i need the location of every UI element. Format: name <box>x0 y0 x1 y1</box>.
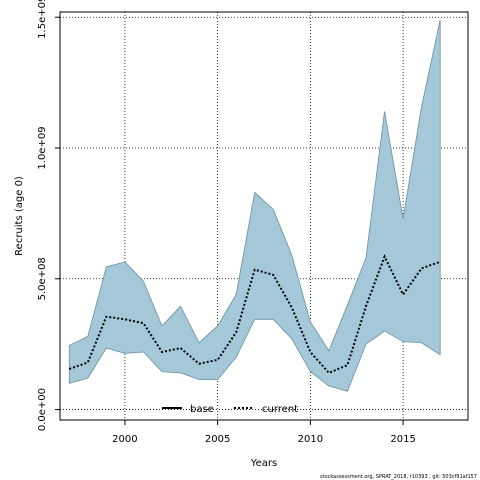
x-tick-label: 2005 <box>205 434 230 445</box>
x-tick-label: 2000 <box>112 434 137 445</box>
plot-frame <box>59 11 469 421</box>
axes: 2000 2005 2010 2015 0.0e+00 5.0e+08 1.0e+09 1.5… <box>37 0 416 445</box>
series-line-current <box>68 254 441 375</box>
confidence-band <box>68 19 441 392</box>
y-axis-title: Recruits (age 0) <box>14 176 25 256</box>
x-tick-label: 2015 <box>390 434 415 445</box>
confidence-band-layer <box>68 19 441 392</box>
y-tick-label: 5.0e+08 <box>37 257 48 300</box>
legend: base current <box>162 404 298 415</box>
footnote: stockassessment.org, SPRAT_2018, r10393 … <box>320 474 477 480</box>
y-tick-label: 0.0e+00 <box>37 388 48 431</box>
legend-label-current: current <box>262 404 298 415</box>
x-tick-label: 2010 <box>298 434 323 445</box>
x-axis-title: Years <box>250 458 277 469</box>
y-tick-label: 1.5e+09 <box>37 0 48 39</box>
series-line-layer <box>68 254 441 375</box>
y-tick-label: 1.0e+09 <box>37 126 48 169</box>
legend-label-base: base <box>190 404 214 415</box>
